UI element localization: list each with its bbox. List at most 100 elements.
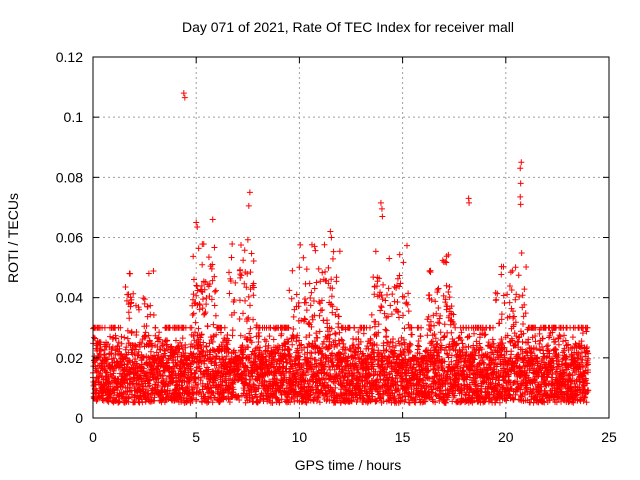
data-point: [395, 309, 402, 316]
data-point: [243, 284, 250, 291]
data-point: [270, 336, 277, 343]
data-point: [337, 351, 344, 358]
data-point: [319, 269, 326, 276]
data-point: [561, 332, 568, 339]
data-point: [127, 294, 134, 301]
data-point: [116, 398, 123, 405]
data-point: [172, 387, 179, 394]
data-point: [193, 367, 200, 374]
data-point: [458, 329, 465, 336]
data-point: [405, 321, 412, 328]
data-point: [308, 350, 315, 357]
data-point: [255, 329, 262, 336]
data-point: [248, 339, 255, 346]
data-point: [229, 327, 236, 334]
data-point: [182, 350, 189, 357]
data-point: [133, 328, 140, 335]
data-point: [514, 338, 521, 345]
data-point: [497, 352, 504, 359]
data-point: [451, 392, 458, 399]
data-point: [509, 267, 516, 274]
data-point: [195, 325, 202, 332]
data-point: [512, 319, 519, 326]
data-point: [337, 376, 344, 383]
data-point: [241, 280, 248, 287]
data-point: [276, 399, 283, 406]
data-point: [473, 338, 480, 345]
data-point: [395, 314, 402, 321]
data-point: [372, 398, 379, 405]
data-point: [392, 342, 399, 349]
data-point: [382, 297, 389, 304]
data-point: [460, 368, 467, 375]
data-point: [501, 354, 508, 361]
data-point: [529, 361, 536, 368]
data-point: [278, 330, 285, 337]
data-point: [205, 366, 212, 373]
data-point: [424, 368, 431, 375]
data-point: [515, 396, 522, 403]
data-point: [311, 338, 318, 345]
data-point: [431, 322, 438, 329]
data-point: [178, 343, 185, 350]
data-point: [91, 334, 98, 341]
data-point: [563, 342, 570, 349]
data-point: [396, 272, 403, 279]
data-point: [494, 290, 501, 297]
data-point: [95, 374, 102, 381]
data-point: [231, 368, 238, 375]
data-point: [432, 298, 439, 305]
data-point: [421, 371, 428, 378]
data-point: [452, 324, 459, 331]
data-point: [224, 332, 231, 339]
data-point: [391, 347, 398, 354]
data-point: [516, 293, 523, 300]
data-point: [404, 301, 411, 308]
data-point: [177, 339, 184, 346]
data-point: [425, 367, 432, 374]
data-point: [547, 387, 554, 394]
data-point: [435, 305, 442, 312]
data-point: [319, 306, 326, 313]
data-point: [325, 280, 332, 287]
data-point: [199, 305, 206, 312]
data-point: [285, 338, 292, 345]
data-point: [532, 379, 539, 386]
data-point: [124, 335, 131, 342]
data-point: [125, 395, 132, 402]
data-point: [548, 374, 555, 381]
data-point: [482, 331, 489, 338]
data-point: [196, 302, 203, 309]
data-point: [308, 355, 315, 362]
data-point: [455, 381, 462, 388]
data-points: [89, 90, 592, 406]
data-point: [308, 323, 315, 330]
data-point: [227, 277, 234, 284]
data-point: [521, 286, 528, 293]
data-point: [549, 329, 556, 336]
data-point: [130, 290, 137, 297]
data-point: [162, 352, 169, 359]
data-point: [338, 336, 345, 343]
data-point: [118, 333, 125, 340]
data-point: [405, 347, 412, 354]
data-point: [209, 399, 216, 406]
data-point: [200, 347, 207, 354]
data-point: [560, 338, 566, 345]
data-point: [303, 334, 310, 341]
data-point: [306, 332, 313, 339]
data-point: [244, 336, 251, 343]
data-point: [329, 303, 336, 310]
data-point: [176, 378, 183, 385]
data-point: [229, 332, 236, 339]
data-point: [342, 346, 349, 353]
data-point: [490, 351, 497, 358]
data-point: [193, 396, 200, 403]
data-point: [525, 339, 532, 346]
data-point: [405, 308, 412, 315]
data-point: [227, 370, 234, 377]
data-point: [145, 332, 152, 339]
data-point: [355, 369, 362, 376]
data-point: [131, 350, 138, 357]
data-point: [190, 359, 197, 366]
